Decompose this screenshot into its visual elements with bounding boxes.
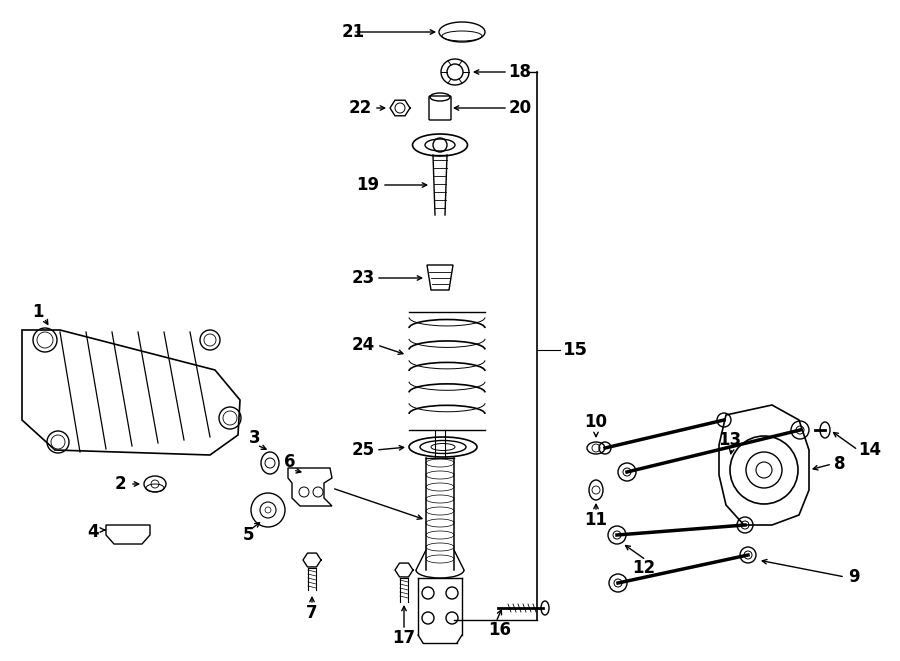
Text: 15: 15 (562, 341, 588, 359)
Text: 14: 14 (859, 441, 882, 459)
Text: 18: 18 (508, 63, 532, 81)
Text: 23: 23 (351, 269, 374, 287)
Text: 8: 8 (834, 455, 846, 473)
Text: 2: 2 (114, 475, 126, 493)
Text: 6: 6 (284, 453, 296, 471)
Text: 22: 22 (348, 99, 372, 117)
Text: 3: 3 (249, 429, 261, 447)
Text: 4: 4 (87, 523, 99, 541)
Text: 25: 25 (351, 441, 374, 459)
Text: 1: 1 (32, 303, 44, 321)
Text: 17: 17 (392, 629, 416, 647)
Text: 9: 9 (848, 568, 860, 586)
Text: 11: 11 (584, 511, 608, 529)
Text: 7: 7 (306, 604, 318, 622)
Text: 21: 21 (341, 23, 365, 41)
Text: 24: 24 (351, 336, 374, 354)
Text: 16: 16 (489, 621, 511, 639)
Text: 19: 19 (356, 176, 380, 194)
Text: 5: 5 (242, 526, 254, 544)
Text: 12: 12 (633, 559, 655, 577)
Text: 13: 13 (718, 431, 742, 449)
Text: 10: 10 (584, 413, 608, 431)
Text: 20: 20 (508, 99, 532, 117)
